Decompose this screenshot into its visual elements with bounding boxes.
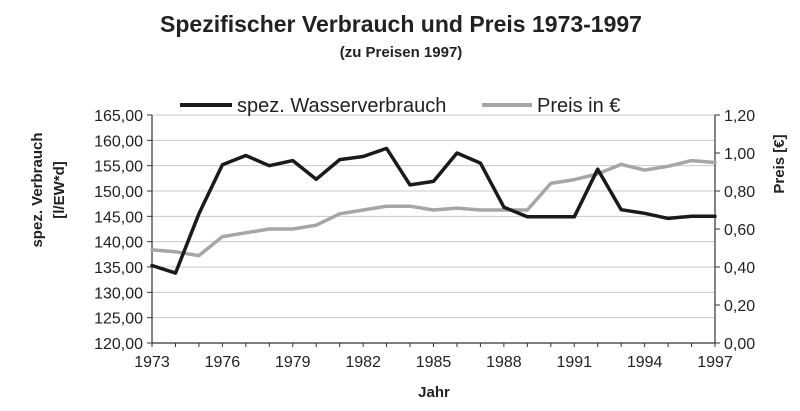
legend-label-wasserverbrauch: spez. Wasserverbrauch: [237, 95, 446, 117]
x-tick-label: 1997: [697, 354, 733, 371]
x-axis-title: Jahr: [418, 384, 450, 401]
y-left-tick-label: 150,00: [94, 184, 143, 201]
axes: [147, 114, 720, 347]
y-right-tick-label: 0,00: [724, 336, 755, 353]
x-tick-label: 1976: [205, 354, 241, 371]
series-line-preis: [150, 158, 717, 258]
x-tick-label: 1985: [416, 354, 452, 371]
y-right-tick-label: 0,40: [724, 260, 755, 277]
y-axis-left-ticks: 120,00 125,00 130,00 135,00 140,00 145,00 150,…: [94, 108, 143, 353]
x-tick-label: 1982: [345, 354, 381, 371]
x-tick-label: 1979: [275, 354, 311, 371]
x-tick-label: 1988: [486, 354, 522, 371]
legend-label-preis: Preis in €: [537, 95, 620, 117]
y-left-tick-label: 155,00: [94, 159, 143, 176]
series-line-wasserverbrauch: [150, 146, 717, 275]
chart-subtitle: (zu Preisen 1997): [340, 44, 463, 61]
y-left-tick-label: 120,00: [94, 336, 143, 353]
gridlines: [152, 114, 715, 344]
legend: spez. Wasserverbrauch Preis in €: [180, 95, 620, 117]
y-axis-right-ticks: 0,00 0,20 0,40 0,60 0,80 1,00 1,20: [724, 108, 755, 353]
y-right-tick-label: 1,20: [724, 108, 755, 125]
chart-title: Spezifischer Verbrauch und Preis 1973-19…: [160, 11, 642, 37]
x-axis-ticks: 1973 1976 1979 1982 1985 1988 1991 1994 1997: [134, 354, 733, 371]
y-left-tick-label: 145,00: [94, 209, 143, 226]
y-left-tick-label: 135,00: [94, 260, 143, 277]
x-tick-label: 1994: [627, 354, 663, 371]
y-axis-left-title-line2: [l/EW*d]: [51, 161, 68, 219]
y-axis-right-title: Preis [€]: [771, 134, 788, 193]
y-right-tick-label: 0,80: [724, 184, 755, 201]
y-left-tick-label: 125,00: [94, 311, 143, 328]
y-left-tick-label: 160,00: [94, 133, 143, 150]
y-left-tick-label: 165,00: [94, 108, 143, 125]
y-axis-left-title-line1: spez. Verbrauch: [29, 132, 46, 247]
x-tick-label: 1973: [134, 354, 170, 371]
y-left-tick-label: 140,00: [94, 235, 143, 252]
y-right-tick-label: 0,20: [724, 298, 755, 315]
series-lines: [150, 146, 717, 275]
x-tick-label: 1991: [556, 354, 592, 371]
y-right-tick-label: 1,00: [724, 146, 755, 163]
y-right-tick-label: 0,60: [724, 222, 755, 239]
y-left-tick-label: 130,00: [94, 285, 143, 302]
